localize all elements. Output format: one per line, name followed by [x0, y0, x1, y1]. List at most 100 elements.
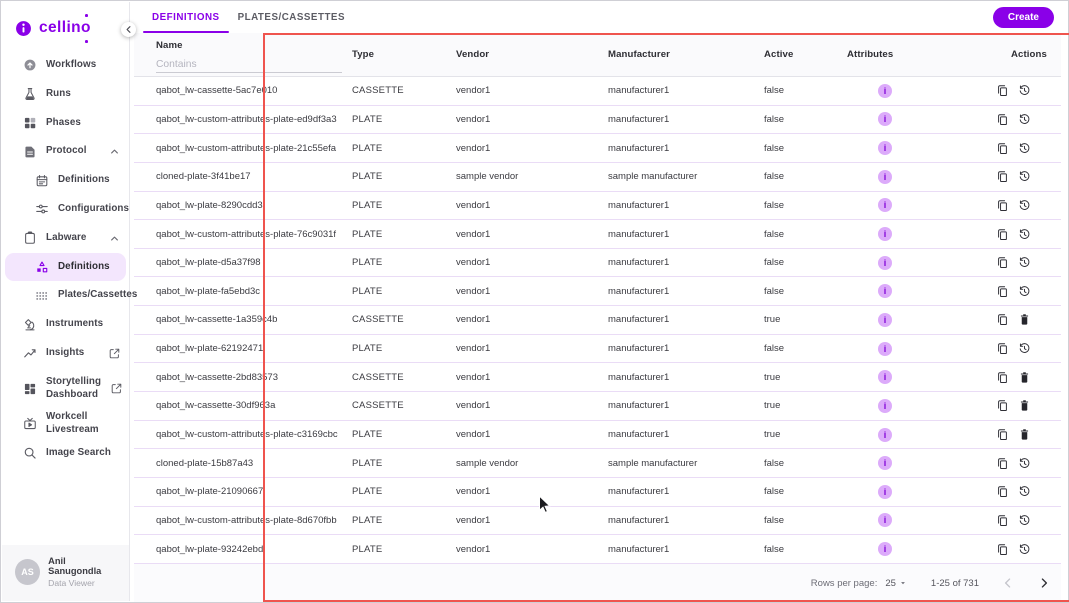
- copy-icon[interactable]: [996, 228, 1009, 241]
- cell-name: qabot_lw-custom-attributes-plate-8d670fb…: [156, 514, 337, 526]
- table-row[interactable]: qabot_lw-plate-93242ebd PLATE vendor1 ma…: [134, 535, 1061, 564]
- sidebar-item-label: Configurations: [58, 203, 130, 215]
- user-section[interactable]: AS Anil Sanugondla Data Viewer: [2, 545, 129, 601]
- info-icon[interactable]: i: [878, 341, 892, 356]
- sidebar-item-definitions[interactable]: Definitions: [2, 166, 129, 195]
- create-button[interactable]: Create: [992, 7, 1054, 28]
- table-row[interactable]: qabot_lw-cassette-30df963a CASSETTE vend…: [134, 392, 1061, 421]
- name-filter-input[interactable]: [156, 58, 342, 73]
- previous-page-button[interactable]: [1001, 576, 1015, 590]
- rows-per-page-select[interactable]: 25: [885, 578, 907, 589]
- copy-icon[interactable]: [996, 142, 1009, 155]
- delete-icon[interactable]: [1018, 399, 1031, 412]
- copy-icon[interactable]: [996, 256, 1009, 269]
- sidebar-item-definitions[interactable]: Definitions: [5, 252, 126, 282]
- info-icon[interactable]: i: [878, 427, 892, 442]
- info-icon[interactable]: i: [878, 198, 892, 213]
- copy-icon[interactable]: [996, 514, 1009, 527]
- copy-icon[interactable]: [996, 457, 1009, 470]
- protocol-document-icon: [23, 145, 37, 159]
- restore-icon[interactable]: [1018, 170, 1031, 183]
- info-icon[interactable]: i: [878, 398, 892, 413]
- table-row[interactable]: cloned-plate-3f41be17 PLATE sample vendo…: [134, 163, 1061, 192]
- restore-icon[interactable]: [1018, 228, 1031, 241]
- sidebar-item-plates-cassettes[interactable]: Plates/Cassettes: [2, 281, 137, 310]
- tab-plates-cassettes[interactable]: PLATES/CASSETTES: [237, 12, 345, 23]
- sidebar-item-configurations[interactable]: Configurations: [2, 195, 129, 224]
- copy-icon[interactable]: [996, 371, 1009, 384]
- table-row[interactable]: qabot_lw-custom-attributes-plate-c3169cb…: [134, 421, 1061, 450]
- table-row[interactable]: qabot_lw-cassette-1a359c4b CASSETTE vend…: [134, 306, 1061, 335]
- delete-icon[interactable]: [1018, 313, 1031, 326]
- restore-icon[interactable]: [1018, 113, 1031, 126]
- restore-icon[interactable]: [1018, 142, 1031, 155]
- copy-icon[interactable]: [996, 399, 1009, 412]
- restore-icon[interactable]: [1018, 485, 1031, 498]
- cell-attributes: i: [847, 484, 971, 499]
- info-icon[interactable]: i: [878, 227, 892, 242]
- delete-icon[interactable]: [1018, 371, 1031, 384]
- table-row[interactable]: qabot_lw-plate-d5a37f98 PLATE vendor1 ma…: [134, 249, 1061, 278]
- table-row[interactable]: qabot_lw-plate-8290cdd3 PLATE vendor1 ma…: [134, 192, 1061, 221]
- restore-icon[interactable]: [1018, 457, 1031, 470]
- info-icon[interactable]: i: [878, 284, 892, 299]
- restore-icon[interactable]: [1018, 342, 1031, 355]
- restore-icon[interactable]: [1018, 543, 1031, 556]
- info-icon[interactable]: i: [878, 542, 892, 557]
- info-icon[interactable]: i: [878, 141, 892, 156]
- copy-icon[interactable]: [996, 543, 1009, 556]
- copy-icon[interactable]: [996, 170, 1009, 183]
- sidebar-item-runs[interactable]: Runs: [2, 80, 129, 109]
- sidebar-item-insights[interactable]: Insights: [2, 339, 129, 368]
- table-row[interactable]: qabot_lw-custom-attributes-plate-21c55ef…: [134, 134, 1061, 163]
- sidebar-item-workcell-livestream[interactable]: Workcell Livestream: [2, 410, 129, 439]
- sidebar-collapse-button[interactable]: [121, 22, 136, 37]
- table-row[interactable]: qabot_lw-custom-attributes-plate-8d670fb…: [134, 507, 1061, 536]
- sidebar-item-protocol[interactable]: Protocol: [2, 137, 129, 166]
- copy-icon[interactable]: [996, 113, 1009, 126]
- restore-icon[interactable]: [1018, 514, 1031, 527]
- phases-icon: [23, 116, 37, 130]
- cell-type: CASSETTE: [352, 314, 404, 326]
- cell-name: qabot_lw-cassette-5ac7e010: [156, 85, 278, 97]
- info-icon[interactable]: i: [878, 255, 892, 270]
- table-row[interactable]: qabot_lw-custom-attributes-plate-ed9df3a…: [134, 106, 1061, 135]
- sidebar-item-phases[interactable]: Phases: [2, 109, 129, 138]
- info-icon[interactable]: i: [878, 484, 892, 499]
- table-row[interactable]: cloned-plate-15b87a43 PLATE sample vendo…: [134, 449, 1061, 478]
- info-icon[interactable]: i: [878, 83, 892, 98]
- sidebar-item-storytelling-dashboard[interactable]: Storytelling Dashboard: [2, 368, 129, 410]
- info-icon[interactable]: i: [878, 169, 892, 184]
- sidebar-item-instruments[interactable]: Instruments: [2, 310, 129, 339]
- copy-icon[interactable]: [996, 342, 1009, 355]
- copy-icon[interactable]: [996, 313, 1009, 326]
- sidebar-item-workflows[interactable]: Workflows: [2, 51, 129, 80]
- sidebar-item-image-search[interactable]: Image Search: [2, 439, 129, 468]
- restore-icon[interactable]: [1018, 285, 1031, 298]
- next-page-button[interactable]: [1037, 576, 1051, 590]
- restore-icon[interactable]: [1018, 84, 1031, 97]
- sidebar-item-labware[interactable]: Labware: [2, 224, 129, 253]
- info-icon[interactable]: i: [878, 513, 892, 528]
- info-icon[interactable]: i: [878, 370, 892, 385]
- copy-icon[interactable]: [996, 485, 1009, 498]
- table-row[interactable]: qabot_lw-cassette-5ac7e010 CASSETTE vend…: [134, 77, 1061, 106]
- cell-vendor: vendor1: [456, 257, 491, 269]
- tab-definitions[interactable]: DEFINITIONS: [143, 2, 229, 33]
- table-row[interactable]: qabot_lw-cassette-2bd83573 CASSETTE vend…: [134, 363, 1061, 393]
- info-icon[interactable]: i: [878, 312, 892, 327]
- table-row[interactable]: qabot_lw-plate-62192471 PLATE vendor1 ma…: [134, 335, 1061, 364]
- brand-logo[interactable]: cellino: [2, 2, 129, 49]
- copy-icon[interactable]: [996, 84, 1009, 97]
- restore-icon[interactable]: [1018, 256, 1031, 269]
- copy-icon[interactable]: [996, 428, 1009, 441]
- table-row[interactable]: qabot_lw-plate-21090667 PLATE vendor1 ma…: [134, 478, 1061, 507]
- restore-icon[interactable]: [1018, 199, 1031, 212]
- table-row[interactable]: qabot_lw-custom-attributes-plate-76c9031…: [134, 220, 1061, 249]
- info-icon[interactable]: i: [878, 456, 892, 471]
- copy-icon[interactable]: [996, 199, 1009, 212]
- info-icon[interactable]: i: [878, 112, 892, 127]
- copy-icon[interactable]: [996, 285, 1009, 298]
- delete-icon[interactable]: [1018, 428, 1031, 441]
- table-row[interactable]: qabot_lw-plate-fa5ebd3c PLATE vendor1 ma…: [134, 277, 1061, 307]
